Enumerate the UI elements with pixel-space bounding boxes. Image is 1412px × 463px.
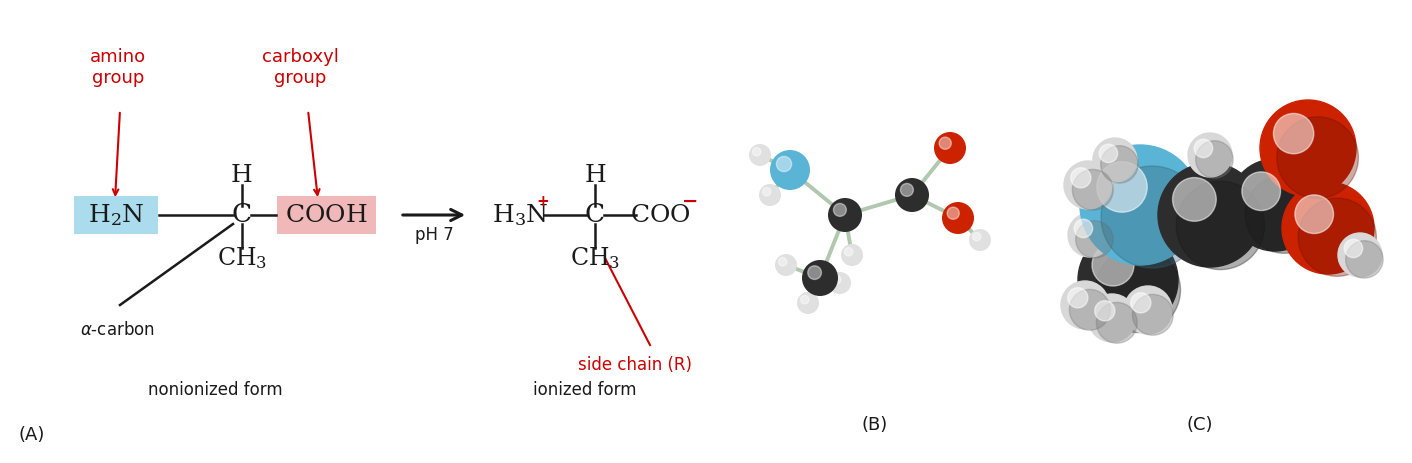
- Circle shape: [1091, 244, 1134, 286]
- Text: $\mathregular{CH_3}$: $\mathregular{CH_3}$: [570, 245, 620, 271]
- Circle shape: [833, 275, 842, 284]
- FancyBboxPatch shape: [73, 196, 158, 234]
- Circle shape: [1131, 293, 1151, 313]
- Circle shape: [1097, 162, 1147, 212]
- Circle shape: [1196, 141, 1233, 178]
- Circle shape: [1243, 172, 1281, 211]
- Circle shape: [1065, 161, 1113, 209]
- Circle shape: [778, 257, 786, 266]
- Circle shape: [770, 150, 810, 190]
- Circle shape: [833, 203, 846, 216]
- Text: $\mathregular{H_3N}$: $\mathregular{H_3N}$: [491, 202, 548, 228]
- Circle shape: [1069, 289, 1110, 330]
- Circle shape: [1132, 294, 1173, 335]
- Text: carboxyl
group: carboxyl group: [261, 48, 339, 87]
- Text: C: C: [232, 202, 253, 227]
- Circle shape: [844, 248, 853, 256]
- Circle shape: [933, 132, 966, 164]
- Circle shape: [1228, 159, 1322, 251]
- Circle shape: [762, 188, 771, 196]
- Text: C: C: [585, 202, 606, 227]
- Circle shape: [1096, 302, 1137, 343]
- Circle shape: [802, 260, 837, 296]
- Text: $\mathregular{H_2N}$: $\mathregular{H_2N}$: [88, 202, 144, 228]
- Circle shape: [748, 144, 771, 166]
- Circle shape: [1187, 133, 1233, 177]
- Circle shape: [1060, 281, 1108, 329]
- Circle shape: [801, 295, 809, 304]
- Text: H: H: [232, 163, 253, 187]
- Circle shape: [1067, 288, 1087, 308]
- Text: +: +: [537, 194, 549, 208]
- Circle shape: [942, 202, 974, 234]
- Circle shape: [1070, 168, 1091, 188]
- Circle shape: [1298, 198, 1377, 276]
- Text: $\mathregular{CH_3}$: $\mathregular{CH_3}$: [217, 245, 267, 271]
- Circle shape: [775, 254, 796, 276]
- Circle shape: [753, 148, 761, 156]
- FancyBboxPatch shape: [277, 196, 376, 234]
- Circle shape: [1072, 169, 1113, 210]
- Circle shape: [1075, 219, 1093, 238]
- Circle shape: [1276, 117, 1358, 199]
- Text: $\alpha$-carbon: $\alpha$-carbon: [80, 321, 155, 339]
- Circle shape: [1093, 138, 1137, 182]
- Circle shape: [1195, 139, 1213, 157]
- Circle shape: [1346, 241, 1384, 278]
- Circle shape: [1339, 233, 1382, 277]
- Circle shape: [1067, 213, 1113, 257]
- Text: ionized form: ionized form: [534, 381, 637, 399]
- Text: nonionized form: nonionized form: [148, 381, 282, 399]
- Circle shape: [1282, 182, 1374, 274]
- Circle shape: [827, 198, 861, 232]
- Circle shape: [1101, 146, 1138, 183]
- Circle shape: [1101, 166, 1203, 268]
- Circle shape: [842, 244, 863, 266]
- Circle shape: [808, 266, 822, 280]
- Circle shape: [1176, 181, 1265, 269]
- Text: (C): (C): [1186, 416, 1213, 434]
- Text: $\mathregular{COOH}$: $\mathregular{COOH}$: [285, 204, 367, 226]
- Circle shape: [1080, 145, 1200, 265]
- Circle shape: [829, 272, 851, 294]
- Circle shape: [947, 207, 959, 219]
- Text: $\mathregular{COO}$: $\mathregular{COO}$: [630, 204, 690, 226]
- Circle shape: [1245, 175, 1323, 253]
- Circle shape: [901, 183, 914, 196]
- Circle shape: [895, 178, 929, 212]
- Text: (A): (A): [18, 426, 44, 444]
- Circle shape: [796, 292, 819, 314]
- Text: H: H: [585, 163, 606, 187]
- Circle shape: [1260, 100, 1356, 196]
- Text: pH 7: pH 7: [415, 226, 453, 244]
- Circle shape: [1096, 248, 1180, 332]
- Text: −: −: [682, 192, 698, 211]
- Circle shape: [1076, 221, 1113, 258]
- Circle shape: [760, 184, 781, 206]
- Circle shape: [1158, 163, 1262, 267]
- Circle shape: [1124, 286, 1172, 334]
- Circle shape: [939, 137, 952, 149]
- Circle shape: [1295, 195, 1333, 233]
- Circle shape: [1094, 301, 1115, 321]
- Text: side chain (R): side chain (R): [578, 356, 692, 374]
- Text: amino
group: amino group: [90, 48, 145, 87]
- Circle shape: [777, 156, 792, 172]
- Circle shape: [1099, 144, 1118, 163]
- Circle shape: [1172, 177, 1216, 221]
- Circle shape: [1077, 230, 1178, 330]
- Circle shape: [1089, 294, 1137, 342]
- Circle shape: [973, 232, 981, 241]
- Text: (B): (B): [861, 416, 888, 434]
- Circle shape: [969, 229, 991, 251]
- Circle shape: [1344, 239, 1363, 257]
- Circle shape: [1274, 113, 1313, 154]
